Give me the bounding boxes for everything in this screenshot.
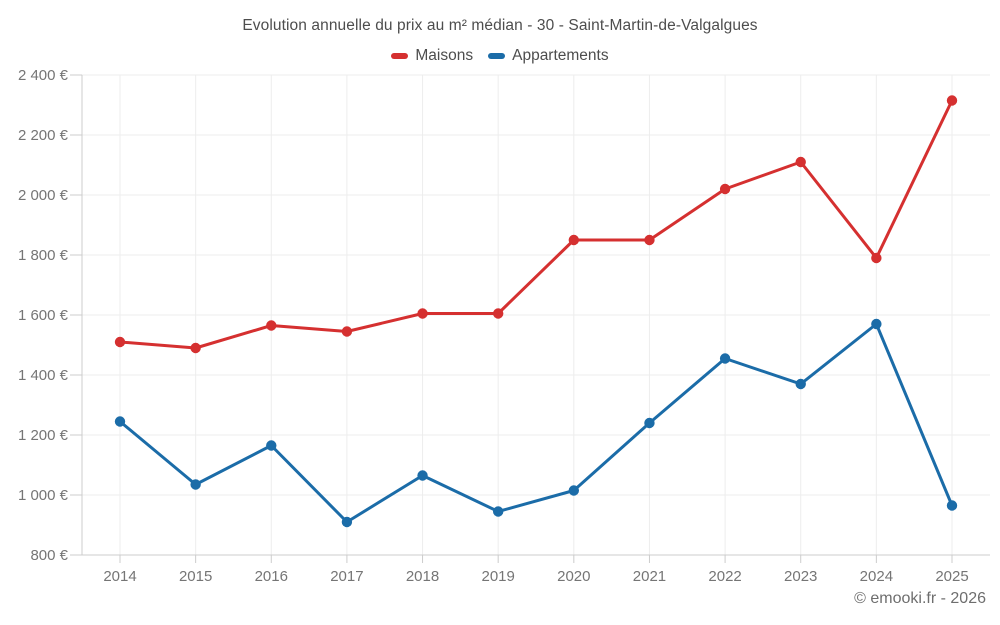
data-point-appartements-2023[interactable] bbox=[795, 378, 806, 390]
data-point-maisons-2019[interactable] bbox=[492, 308, 504, 319]
series-line-maisons bbox=[118, 99, 954, 350]
data-point-maisons-2024[interactable] bbox=[871, 252, 882, 264]
maisons-series-marker-icon bbox=[391, 53, 409, 59]
x-tick-label: 2019 bbox=[481, 568, 514, 585]
chart-legend: Maisons Appartements bbox=[0, 47, 1000, 65]
data-point-maisons-2023[interactable] bbox=[795, 156, 806, 168]
x-tick-label: 2018 bbox=[406, 568, 439, 585]
data-point-appartements-2014[interactable] bbox=[114, 416, 126, 427]
data-point-maisons-2017[interactable] bbox=[341, 326, 353, 337]
x-tick-label: 2023 bbox=[784, 568, 817, 585]
x-tick-label: 2014 bbox=[103, 568, 136, 585]
y-tick-label: 2 000 € bbox=[18, 187, 69, 204]
y-tick-label: 800 € bbox=[30, 547, 68, 564]
appartements-series-marker-icon bbox=[488, 53, 506, 59]
legend-label-appartements: Appartements bbox=[512, 47, 609, 64]
data-point-maisons-2022[interactable] bbox=[719, 183, 731, 195]
data-point-appartements-2022[interactable] bbox=[719, 353, 731, 364]
watermark: © emooki.fr - 2026 bbox=[854, 590, 986, 607]
series-line-appartements bbox=[118, 322, 954, 524]
data-point-appartements-2024[interactable] bbox=[871, 318, 882, 330]
legend-item-maisons[interactable]: Maisons bbox=[391, 47, 473, 65]
data-point-maisons-2021[interactable] bbox=[644, 234, 655, 246]
x-tick-label: 2025 bbox=[935, 568, 968, 585]
y-tick-label: 2 200 € bbox=[18, 127, 69, 144]
data-point-appartements-2018[interactable] bbox=[417, 470, 428, 481]
x-tick-label: 2024 bbox=[860, 568, 893, 585]
data-point-appartements-2017[interactable] bbox=[341, 516, 353, 528]
x-tick-label: 2020 bbox=[557, 568, 590, 585]
data-point-appartements-2015[interactable] bbox=[190, 479, 201, 490]
x-tick-label: 2022 bbox=[708, 568, 741, 585]
y-tick-label: 1 000 € bbox=[18, 487, 69, 504]
data-point-maisons-2016[interactable] bbox=[266, 320, 277, 331]
x-tick-label: 2015 bbox=[179, 568, 212, 585]
data-point-maisons-2020[interactable] bbox=[568, 234, 580, 246]
y-tick-label: 1 600 € bbox=[18, 307, 69, 324]
x-tick-label: 2017 bbox=[330, 568, 363, 585]
data-point-maisons-2014[interactable] bbox=[114, 336, 126, 348]
data-point-maisons-2018[interactable] bbox=[417, 308, 428, 319]
data-point-appartements-2025[interactable] bbox=[946, 500, 958, 511]
legend-item-appartements[interactable]: Appartements bbox=[488, 47, 609, 65]
y-tick-label: 2 400 € bbox=[18, 67, 69, 84]
data-point-appartements-2021[interactable] bbox=[644, 417, 655, 429]
legend-label-maisons: Maisons bbox=[415, 47, 474, 64]
data-point-maisons-2015[interactable] bbox=[190, 342, 201, 354]
y-tick-label: 1 800 € bbox=[18, 247, 69, 264]
y-tick-label: 1 400 € bbox=[18, 367, 69, 384]
y-tick-label: 1 200 € bbox=[18, 427, 69, 444]
x-tick-label: 2021 bbox=[633, 568, 666, 585]
data-point-maisons-2025[interactable] bbox=[946, 95, 958, 106]
x-tick-label: 2016 bbox=[255, 568, 288, 585]
data-point-appartements-2016[interactable] bbox=[266, 440, 277, 451]
data-point-appartements-2019[interactable] bbox=[492, 506, 504, 517]
data-point-appartements-2020[interactable] bbox=[568, 485, 580, 496]
chart-title: Evolution annuelle du prix au m² médian … bbox=[242, 17, 758, 34]
